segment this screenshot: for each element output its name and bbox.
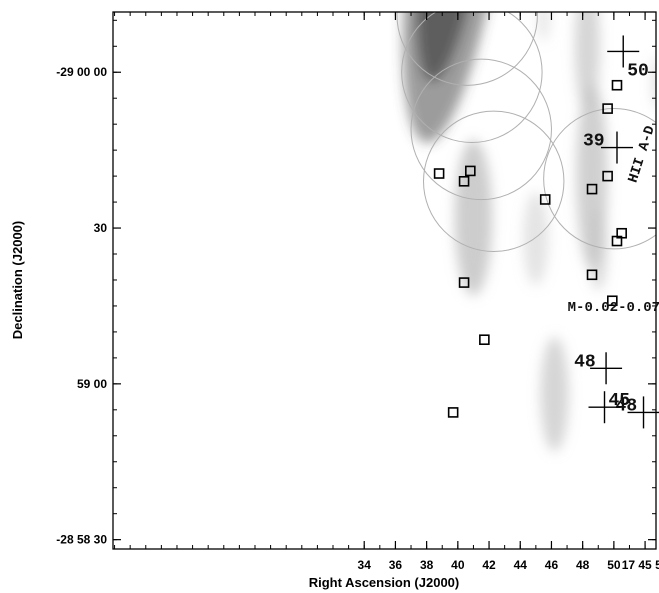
square-marker bbox=[433, 168, 445, 179]
square-marker bbox=[607, 295, 618, 307]
region-label: CND region bbox=[415, 0, 466, 8]
square-marker bbox=[611, 79, 623, 91]
y-tick-label: 59 00 bbox=[77, 377, 107, 391]
cross-markers: 48454839505124222326 bbox=[574, 35, 659, 429]
cross-marker-label: 45 bbox=[609, 391, 631, 411]
emission-blob bbox=[652, 58, 656, 108]
cross-marker: 45 bbox=[588, 391, 631, 424]
square-marker bbox=[539, 194, 551, 205]
square-marker bbox=[458, 277, 470, 288]
square-marker bbox=[586, 183, 598, 195]
beam-circle bbox=[410, 58, 552, 201]
y-tick-label: 30 bbox=[94, 221, 108, 235]
cross-marker-label: 48 bbox=[574, 352, 596, 372]
emission-blobs bbox=[402, 12, 656, 452]
plot-frame bbox=[112, 11, 657, 550]
cross-marker-label: 50 bbox=[627, 61, 649, 81]
x-tick-label: 44 bbox=[514, 558, 528, 572]
square-marker bbox=[602, 103, 613, 114]
emission-blob bbox=[523, 191, 549, 286]
square-marker bbox=[602, 170, 613, 182]
beam-circles bbox=[396, 12, 656, 253]
y-tick-label: -28 58 30 bbox=[56, 533, 107, 547]
x-tick-label: 42 bbox=[482, 558, 496, 572]
x-tick-label: 17 45 52 bbox=[622, 558, 659, 572]
square-marker bbox=[447, 407, 459, 418]
cross-marker: 48 bbox=[616, 396, 659, 429]
beam-circle bbox=[401, 12, 543, 143]
square-marker bbox=[479, 334, 490, 346]
emission-blob bbox=[537, 12, 550, 42]
y-axis-title: Declination (J2000) bbox=[10, 221, 25, 340]
x-tick-label: 34 bbox=[358, 558, 372, 572]
x-axis-title: Right Ascension (J2000) bbox=[309, 575, 460, 590]
x-tick-label: 38 bbox=[420, 558, 434, 572]
emission-blob bbox=[540, 337, 569, 452]
x-tick-label: 36 bbox=[389, 558, 403, 572]
square-marker bbox=[458, 176, 470, 187]
square-markers bbox=[433, 79, 627, 418]
square-marker bbox=[586, 269, 598, 281]
cross-marker-label: 39 bbox=[583, 132, 605, 152]
emission-blob bbox=[574, 12, 600, 114]
square-marker bbox=[611, 235, 623, 247]
beam-circle bbox=[543, 108, 656, 250]
cross-marker: 50 bbox=[607, 35, 649, 81]
cross-marker-label: 48 bbox=[616, 396, 638, 416]
cross-marker: 48 bbox=[574, 352, 623, 385]
region-label: M-0.02-0.07 bbox=[568, 300, 659, 316]
y-tick-label: -29 00 00 bbox=[56, 65, 107, 79]
x-tick-label: 40 bbox=[451, 558, 465, 572]
square-marker bbox=[465, 165, 476, 177]
beam-circle bbox=[423, 110, 565, 253]
emission-blob bbox=[454, 139, 493, 296]
x-tick-label: 48 bbox=[576, 558, 590, 572]
x-tick-label: 50 bbox=[607, 558, 621, 572]
emission-map bbox=[402, 12, 656, 452]
beam-circle bbox=[396, 12, 538, 86]
x-tick-label: 46 bbox=[545, 558, 559, 572]
cross-marker: 39 bbox=[583, 131, 633, 164]
